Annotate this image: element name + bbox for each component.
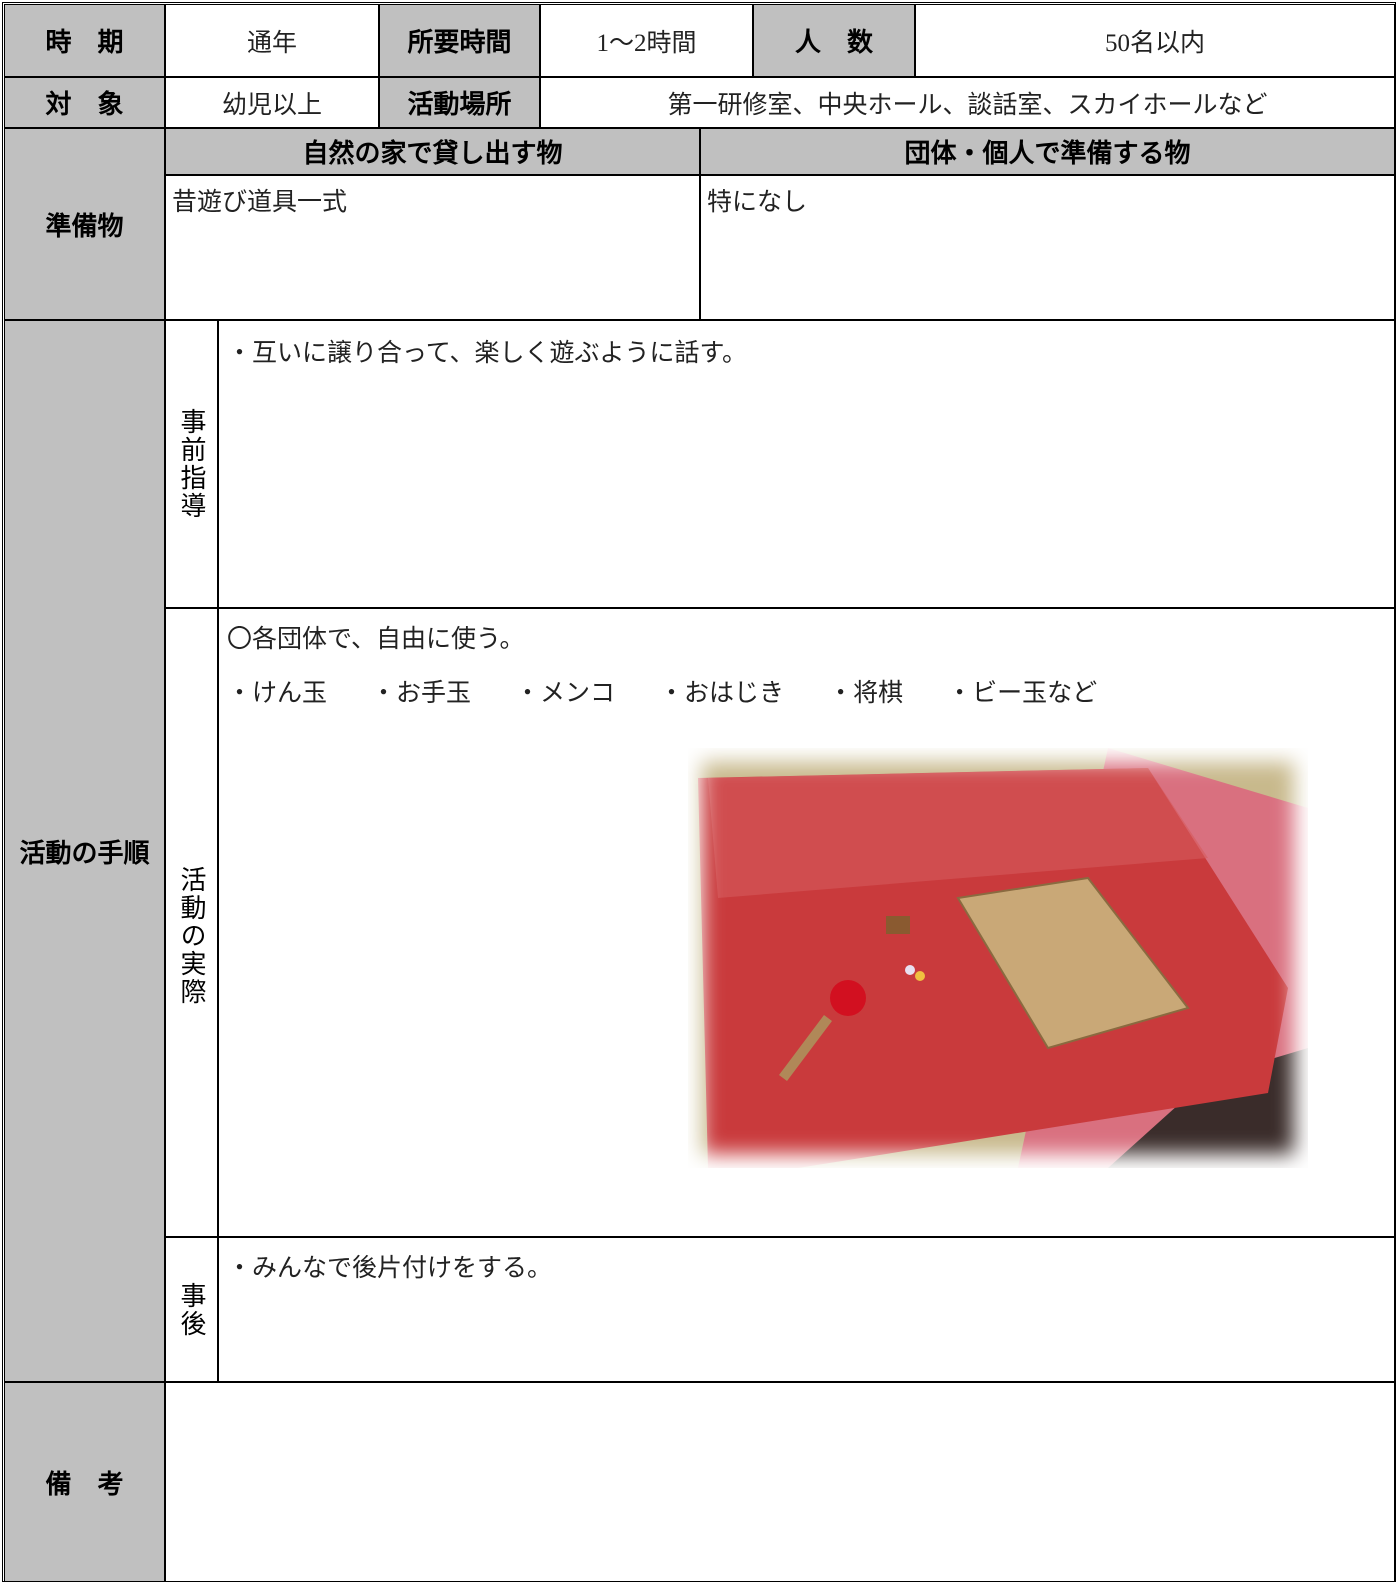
step-text: ・みんなで後片付けをする。: [218, 1237, 1395, 1382]
step-cell: 〇各団体で、自由に使う。 ・けん玉 ・お手玉 ・メンコ ・おはじき ・将棋 ・ビー玉など: [218, 608, 1395, 1237]
label-cell: 所要時間: [379, 4, 540, 77]
value-cell: 昔遊び道具一式: [165, 175, 700, 320]
value-cell: 1〜2時間: [540, 4, 753, 77]
step-label-cell: 事後: [165, 1237, 218, 1382]
sub-header: 団体・個人で準備する物: [700, 128, 1395, 175]
step-text: 〇各団体で、自由に使う。: [227, 626, 525, 653]
value-cell: 通年: [165, 4, 379, 77]
step-text: ・互いに譲り合って、楽しく遊ぶように話す。: [218, 320, 1395, 608]
item: ・将棋: [828, 680, 904, 707]
item: ・お手玉: [371, 680, 472, 707]
sub-header: 自然の家で貸し出す物: [165, 128, 700, 175]
step-label-cell: 事前指導: [165, 320, 218, 608]
item: ・けん玉: [227, 680, 328, 707]
label-cell: 時 期: [4, 4, 165, 77]
item: ・おはじき: [659, 680, 785, 707]
step-label: 事後: [176, 1281, 206, 1338]
value-cell: 50名以内: [915, 4, 1395, 77]
step-label: 活動の実際: [176, 866, 206, 1006]
value-cell: 特になし: [700, 175, 1395, 320]
step-label: 事前指導: [176, 408, 206, 520]
label-cell: 活動の手順: [4, 320, 165, 1382]
value-cell: [165, 1382, 1395, 1582]
step-label-cell: 活動の実際: [165, 608, 218, 1237]
value-cell: 第一研修室、中央ホール、談話室、スカイホールなど: [540, 77, 1395, 128]
label-cell: 人 数: [753, 4, 915, 77]
label-cell: 備 考: [4, 1382, 165, 1582]
label-cell: 活動場所: [379, 77, 540, 128]
photo: [688, 748, 1308, 1168]
item: ・メンコ: [515, 680, 616, 707]
item-list: ・けん玉 ・お手玉 ・メンコ ・おはじき ・将棋 ・ビー玉など: [227, 673, 1097, 709]
value-cell: 幼児以上: [165, 77, 379, 128]
item: ・ビー玉など: [947, 680, 1098, 707]
label-cell: 対 象: [4, 77, 165, 128]
label-cell: 準備物: [4, 128, 165, 320]
